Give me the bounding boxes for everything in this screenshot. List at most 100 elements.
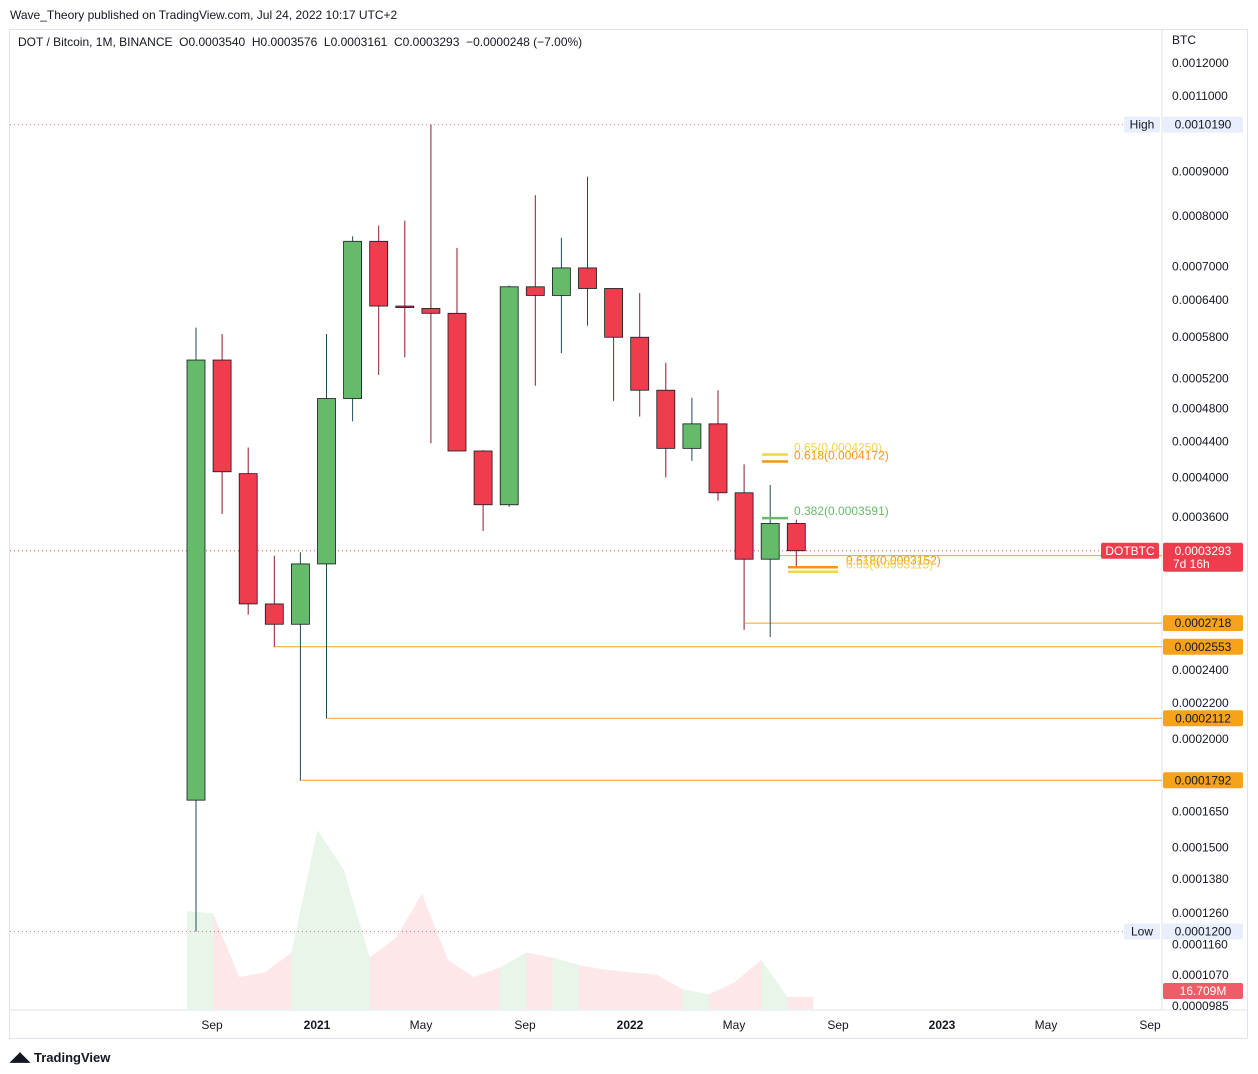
price-tick-label: 0.0005800 <box>1172 330 1229 344</box>
volume-area <box>526 952 553 1009</box>
high-tag-label: High <box>1130 118 1155 132</box>
volume-area <box>265 952 292 1009</box>
volume-area <box>291 830 318 1009</box>
fib-level-label: 0.382(0.0003591) <box>794 504 889 518</box>
price-tick-label: 0.0001070 <box>1172 968 1229 982</box>
volume-badge <box>1163 983 1243 999</box>
volume-area <box>395 893 422 1009</box>
candle-body <box>682 423 702 449</box>
volume-area <box>421 893 448 1009</box>
volume-area <box>709 982 736 1009</box>
support-level-badge <box>1163 772 1243 789</box>
volume-area <box>343 869 370 1009</box>
price-tick-label: 0.0006400 <box>1172 293 1229 307</box>
price-tick-label: 0.0000985 <box>1172 999 1229 1013</box>
volume-area <box>787 996 814 1009</box>
support-level-label: 0.0002718 <box>1175 616 1232 630</box>
candle-body <box>630 336 650 391</box>
candle-body <box>447 312 467 452</box>
candle-body <box>708 423 728 494</box>
fib-level-label: 0.618(0.0003152) <box>846 553 941 567</box>
ohlc-legend: DOT / Bitcoin, 1M, BINANCE O0.0003540 H0… <box>18 35 583 49</box>
time-tick-label: Sep <box>1139 1018 1161 1032</box>
candle-body <box>734 492 754 560</box>
support-level-badge <box>1163 638 1243 655</box>
current-price-badge <box>1163 542 1243 572</box>
current-price-label: 0.0003293 <box>1175 544 1232 558</box>
candle-body <box>212 359 232 473</box>
volume-area <box>735 960 762 1009</box>
time-tick-label: Sep <box>827 1018 849 1032</box>
low-value-badge <box>1163 923 1243 940</box>
footer-brand[interactable]: ◢◣ TradingView <box>10 1049 110 1065</box>
fib-level-label: 0.618(0.0004172) <box>794 449 889 463</box>
volume-area <box>213 913 240 1009</box>
volume-area <box>239 972 266 1009</box>
candle-body <box>473 450 493 506</box>
volume-area <box>448 960 475 1009</box>
low-value-label: 0.0001200 <box>1175 925 1232 939</box>
price-tick-label: 0.0003600 <box>1172 510 1229 524</box>
countdown-label: 7d 16h <box>1173 557 1210 571</box>
volume-area <box>630 972 657 1009</box>
volume-badge-label: 16.709M <box>1180 984 1227 998</box>
price-tick-label: 0.0012000 <box>1172 56 1229 70</box>
price-tick-label: 0.0011000 <box>1172 89 1228 103</box>
low-tag <box>1124 923 1160 940</box>
price-tick-label: 0.0008000 <box>1172 209 1229 223</box>
volume-area <box>500 952 527 1009</box>
time-tick-label: May <box>723 1018 746 1032</box>
candle-body <box>290 563 310 625</box>
price-tick-label: 0.0001160 <box>1172 937 1228 951</box>
time-tick-label: 2021 <box>304 1018 331 1032</box>
price-tick-label: 0.0004800 <box>1172 402 1229 416</box>
candle-body <box>786 523 806 552</box>
price-tick-label: 0.0001500 <box>1172 840 1229 854</box>
fib-level-label: 0.65(0.0003115) <box>846 558 933 572</box>
volume-area <box>761 960 788 1009</box>
high-value-label: 0.0010190 <box>1175 118 1232 132</box>
candle-body <box>421 308 441 314</box>
price-tick-label: 0.0004400 <box>1172 434 1229 448</box>
candle-body <box>552 267 571 296</box>
low-tag-label: Low <box>1131 925 1153 939</box>
currency-label: BTC <box>1172 33 1196 47</box>
high-value-badge <box>1163 116 1243 133</box>
price-tick-label: 0.0002200 <box>1172 696 1229 710</box>
support-level-badge <box>1163 615 1243 632</box>
support-level-badge <box>1163 710 1243 727</box>
candle-body <box>186 359 206 801</box>
tradingview-logo-icon: ◢◣ <box>10 1049 30 1064</box>
candle-body <box>238 473 258 605</box>
price-tick-label: 0.0005200 <box>1172 371 1229 385</box>
candle-body <box>264 603 284 625</box>
candle-body <box>499 286 519 506</box>
support-level-label: 0.0002553 <box>1175 640 1232 654</box>
chart-frame <box>9 29 1248 1039</box>
price-tick-label: 0.0001260 <box>1172 906 1229 920</box>
volume-area <box>682 989 709 1009</box>
volume-area <box>187 911 214 1009</box>
price-tick-label: 0.0001650 <box>1172 804 1229 818</box>
candle-body <box>578 267 597 289</box>
price-tick-label: 0.0007000 <box>1172 259 1229 273</box>
publisher-line: Wave_Theory published on TradingView.com… <box>10 8 398 22</box>
candle-body <box>656 389 676 449</box>
time-tick-label: 2022 <box>617 1018 644 1032</box>
candle-body <box>369 240 389 307</box>
volume-area <box>369 937 396 1009</box>
volume-area <box>656 974 683 1009</box>
candle-body <box>525 286 545 296</box>
time-tick-label: May <box>1035 1018 1058 1032</box>
price-tick-label: 0.0002400 <box>1172 663 1229 677</box>
volume-area <box>474 967 501 1009</box>
symbol-tag-label: DOTBTC <box>1105 544 1155 558</box>
candle-body <box>604 288 623 338</box>
volume-area <box>578 964 605 1009</box>
price-tick-label: 0.0001380 <box>1172 872 1229 886</box>
time-tick-label: Sep <box>201 1018 223 1032</box>
volume-area <box>552 957 579 1009</box>
candle-body <box>395 305 415 308</box>
brand-name: TradingView <box>34 1049 111 1065</box>
